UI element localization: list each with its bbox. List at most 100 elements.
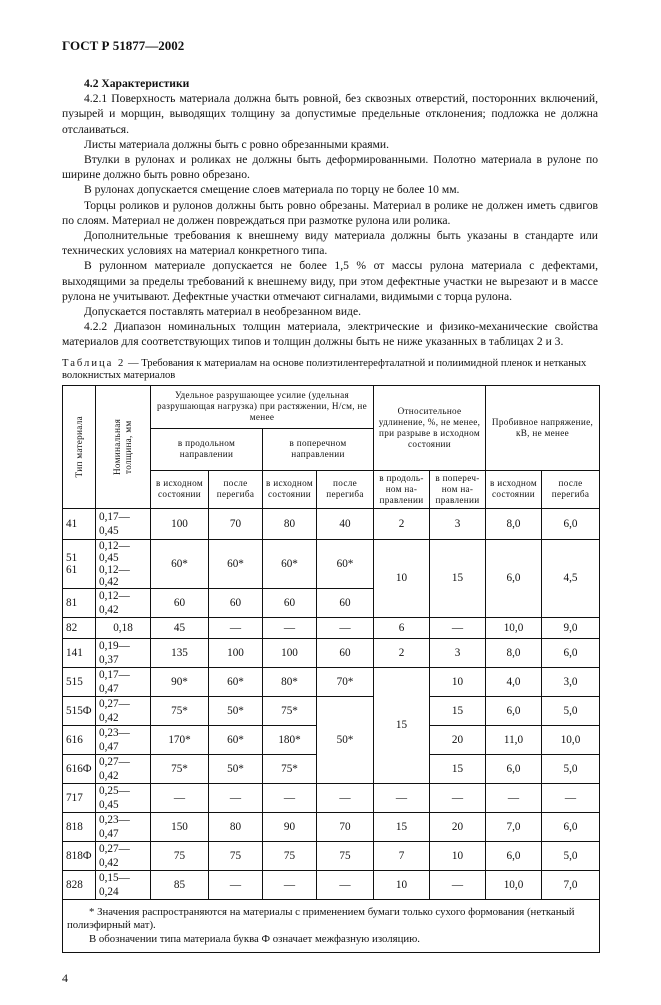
cell-value: 75*	[150, 695, 209, 726]
cell-value: —	[429, 782, 486, 813]
table-caption-text: — Требования к материалам на основе поли…	[62, 357, 587, 381]
header-after: после перегиба	[208, 469, 263, 509]
cell-value: 85	[150, 869, 209, 900]
cell-value: —	[485, 782, 542, 813]
header-strength: Удельное разрушающее усилие (удельная ра…	[150, 384, 374, 429]
cell-value: 6,0	[541, 637, 600, 668]
header-transverse: в поперечном направлении	[262, 427, 374, 471]
cell-type: 818	[62, 811, 96, 842]
cell-value: 3	[429, 507, 486, 540]
cell-type: 616	[62, 724, 96, 755]
cell-type: 515Ф	[62, 695, 96, 726]
cell-value: —	[316, 782, 374, 813]
cell-value: 75	[208, 840, 263, 871]
cell-value: 50*	[208, 753, 263, 784]
cell-value: 10	[429, 666, 486, 697]
paragraph: Втулки в рулонах и роликах не должны быт…	[62, 153, 598, 182]
cell-value: 15	[429, 538, 486, 618]
cell-value: —	[373, 782, 430, 813]
cell-type: 828	[62, 869, 96, 900]
cell-value: 40	[316, 507, 374, 540]
footnote: * Значения распространяются на материалы…	[67, 905, 575, 932]
cell-value: 90*	[150, 666, 209, 697]
cell-value: 5,0	[541, 695, 600, 726]
cell-value: 7	[373, 840, 430, 871]
table-row: 82 0,18 45— — —6—10,0 9,0	[62, 616, 600, 639]
cell-value: 10,0	[485, 869, 542, 900]
cell-value: 60*	[208, 666, 263, 697]
cell-value: —	[316, 869, 374, 900]
cell-value: 10	[373, 869, 430, 900]
cell-value: 10,0	[541, 724, 600, 755]
table-row: 828 0,15—0,24 85— — —10—10,0 7,0	[62, 869, 600, 900]
cell-value: 60	[316, 637, 374, 668]
cell-thickness: 0,15—0,24	[95, 869, 151, 900]
cell-value: 60	[262, 587, 317, 618]
cell-value: 60	[316, 587, 374, 618]
document-header: ГОСТ Р 51877—2002	[62, 38, 185, 53]
cell-value: 70	[316, 811, 374, 842]
cell-value: 6	[373, 616, 430, 639]
cell-value: 15	[373, 666, 430, 784]
cell-value: 8,0	[485, 507, 542, 540]
cell-value: —	[262, 782, 317, 813]
cell-value: —	[150, 782, 209, 813]
cell-type: 818Ф	[62, 840, 96, 871]
body-text: 4.2 Характеристики 4.2.1 Поверхность мат…	[62, 76, 598, 350]
cell-type: 515	[62, 666, 96, 697]
cell-value: 20	[429, 811, 486, 842]
paragraph: В рулонах допускается смещение слоев мат…	[84, 183, 460, 197]
table-row: 51 61 0,12—0,45 0,12—0,42 60* 60* 60* 60* 10 15…	[62, 538, 600, 618]
cell-value: 60*	[262, 538, 317, 589]
cell-type: 81	[62, 587, 96, 618]
cell-value: 100	[150, 507, 209, 540]
cell-value: 180*	[262, 724, 317, 755]
cell-value: 15	[429, 753, 486, 784]
cell-thickness: 0,23—0,47	[95, 811, 151, 842]
cell-value: 6,0	[541, 507, 600, 540]
cell-value: 60*	[208, 538, 263, 589]
cell-value: 75*	[262, 695, 317, 726]
cell-value: 5,0	[541, 753, 600, 784]
paragraph: 4.2.2 Диапазон номинальных толщин матери…	[62, 320, 598, 349]
paragraph: Допускается поставлять материал в необре…	[84, 305, 361, 319]
cell-value: 9,0	[541, 616, 600, 639]
cell-value: 60	[208, 587, 263, 618]
cell-value: 6,0	[485, 753, 542, 784]
cell-value: —	[208, 869, 263, 900]
cell-value: 80*	[262, 666, 317, 697]
cell-value: 90	[262, 811, 317, 842]
cell-value: 10	[429, 840, 486, 871]
header-thickness: Номинальная толщина, мм	[95, 384, 151, 509]
cell-value: 20	[429, 724, 486, 755]
cell-value: 70	[208, 507, 263, 540]
header-initial: в исходном состоянии	[262, 469, 317, 509]
cell-value: —	[208, 616, 263, 639]
cell-value: 100	[208, 637, 263, 668]
cell-value: 50*	[316, 695, 374, 784]
cell-value: 75*	[150, 753, 209, 784]
table-row: 717 0,25—0,45— — — — — — — —	[62, 782, 600, 813]
header-initial: в исходном состоянии	[485, 469, 542, 509]
table-footnotes: * Значения распространяются на материалы…	[62, 898, 600, 954]
header-initial: в исходном состоянии	[150, 469, 209, 509]
cell-thickness: 0,12—0,45 0,12—0,42	[95, 538, 151, 589]
cell-value: —	[316, 616, 374, 639]
table-label: Таблица 2	[62, 357, 126, 369]
cell-value: 50*	[208, 695, 263, 726]
cell-value: 6,0	[485, 840, 542, 871]
table-row: 515Ф 0,27—0,42 75* 50* 75* 50* 15 6,0 5,0	[62, 695, 600, 784]
table-row: 818 0,23—0,47 150 80 90 70 15 20 7,0 6,0	[62, 811, 600, 842]
cell-type: 51 61	[62, 538, 96, 589]
cell-thickness: 0,25—0,45	[95, 782, 151, 813]
cell-value: 2	[373, 637, 430, 668]
cell-value: 135	[150, 637, 209, 668]
cell-value: 45	[150, 616, 209, 639]
cell-value: —	[262, 869, 317, 900]
cell-value: 4,5	[541, 538, 600, 618]
header-transverse-short: в попереч-ном на-правлении	[429, 469, 486, 509]
cell-value: 3,0	[541, 666, 600, 697]
footnote: В обозначении типа материала буква Ф озн…	[89, 932, 420, 945]
cell-value: 60*	[316, 538, 374, 589]
